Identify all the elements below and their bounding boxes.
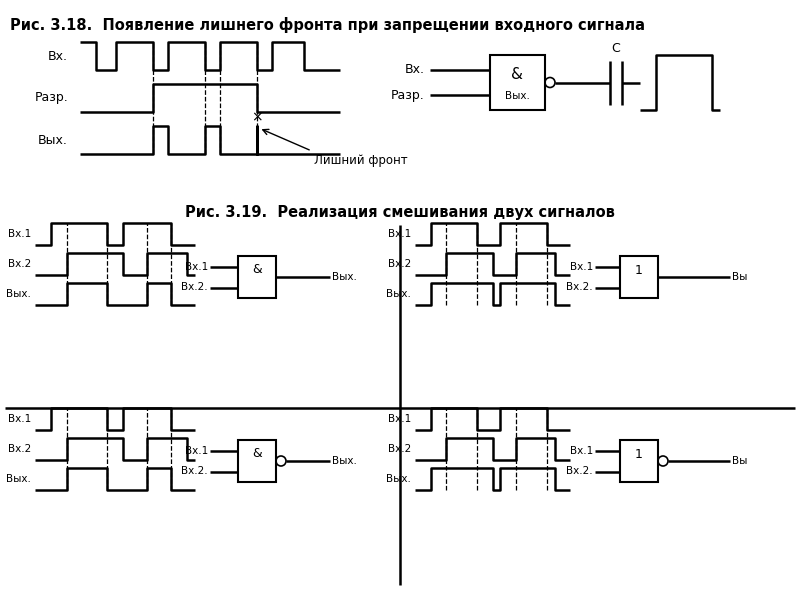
Text: Вх.2.: Вх.2. xyxy=(566,283,593,292)
Bar xyxy=(620,256,658,298)
Text: Рис. 3.18.  Появление лишнего фронта при запрещении входного сигнала: Рис. 3.18. Появление лишнего фронта при … xyxy=(10,17,645,33)
Text: Вы: Вы xyxy=(732,456,747,466)
Text: Вых.: Вых. xyxy=(332,456,357,466)
Text: Вх.2.: Вх.2. xyxy=(566,467,593,476)
Text: Вых.: Вых. xyxy=(505,91,530,101)
Text: ×: × xyxy=(251,110,262,124)
Text: Вых.: Вых. xyxy=(386,474,411,484)
Bar xyxy=(238,440,276,482)
Text: Вх.2: Вх.2 xyxy=(388,444,411,454)
Text: Вы: Вы xyxy=(732,272,747,282)
Text: Вх.: Вх. xyxy=(48,49,68,62)
Text: Вх.1: Вх.1 xyxy=(8,414,31,424)
Text: &: & xyxy=(252,447,262,460)
Text: &: & xyxy=(511,67,523,82)
Text: Вых.: Вых. xyxy=(332,272,357,282)
Text: Вх.1: Вх.1 xyxy=(570,262,593,271)
Text: Вх.2: Вх.2 xyxy=(8,444,31,454)
Text: 1: 1 xyxy=(635,264,643,277)
Text: Вх.2.: Вх.2. xyxy=(182,283,208,292)
Text: Вх.1: Вх.1 xyxy=(388,414,411,424)
Text: Вх.2.: Вх.2. xyxy=(182,467,208,476)
Text: Вх.2: Вх.2 xyxy=(388,259,411,269)
Bar xyxy=(238,256,276,298)
Text: Рис. 3.19.  Реализация смешивания двух сигналов: Рис. 3.19. Реализация смешивания двух си… xyxy=(185,205,615,220)
Bar xyxy=(490,55,545,110)
Text: Разр.: Разр. xyxy=(391,89,425,101)
Text: Вых.: Вых. xyxy=(6,289,31,299)
Text: Разр.: Разр. xyxy=(34,91,68,104)
Text: Вых.: Вых. xyxy=(386,289,411,299)
Text: Вых.: Вых. xyxy=(38,133,68,146)
Text: Вх.1: Вх.1 xyxy=(570,445,593,455)
Text: Вх.2: Вх.2 xyxy=(8,259,31,269)
Text: &: & xyxy=(252,263,262,276)
Text: Вх.1: Вх.1 xyxy=(8,229,31,239)
Text: Вх.: Вх. xyxy=(405,64,425,76)
Text: C: C xyxy=(612,41,620,55)
Bar xyxy=(620,440,658,482)
Text: Вых.: Вых. xyxy=(6,474,31,484)
Text: Вх.1: Вх.1 xyxy=(185,445,208,455)
Text: Вх.1: Вх.1 xyxy=(185,262,208,271)
Text: 1: 1 xyxy=(635,448,643,461)
Text: Вх.1: Вх.1 xyxy=(388,229,411,239)
Text: Лишний фронт: Лишний фронт xyxy=(314,154,407,167)
